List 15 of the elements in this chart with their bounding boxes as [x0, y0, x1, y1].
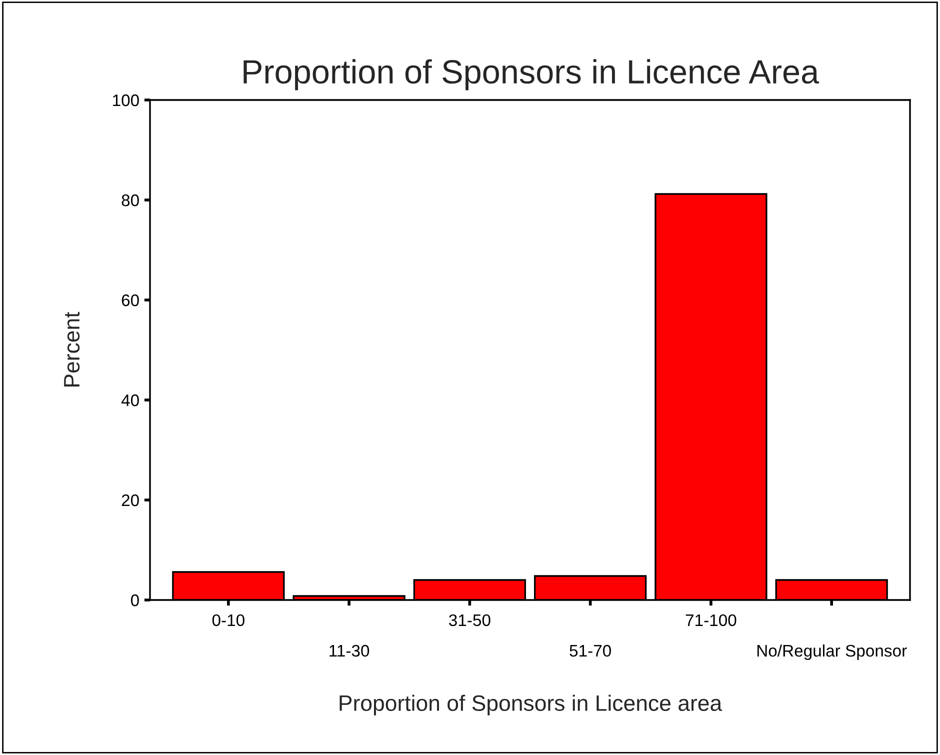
chart-title: Proportion of Sponsors in Licence Area	[244, 59, 820, 90]
x-tick-label: 0-10	[212, 614, 244, 626]
y-tick-label: 0	[130, 594, 139, 606]
y-tick-label: 100	[113, 94, 139, 106]
x-tick-label: 71-100	[686, 614, 736, 626]
x-tick-label: 11-30	[330, 644, 370, 657]
y-tick-label: 80	[122, 194, 139, 206]
x-tick-label: 51-70	[570, 644, 611, 657]
y-axis-title: Percent	[64, 312, 80, 386]
y-tick-label: 60	[122, 294, 139, 306]
y-tick-label: 40	[121, 394, 139, 406]
x-tick-label: No/Regular Sponsor	[757, 644, 907, 660]
x-tick-label: 31-50	[449, 614, 490, 626]
x-axis-title: Proportion of Sponsors in Licence area	[340, 694, 722, 716]
y-tick-label: 20	[122, 494, 139, 506]
